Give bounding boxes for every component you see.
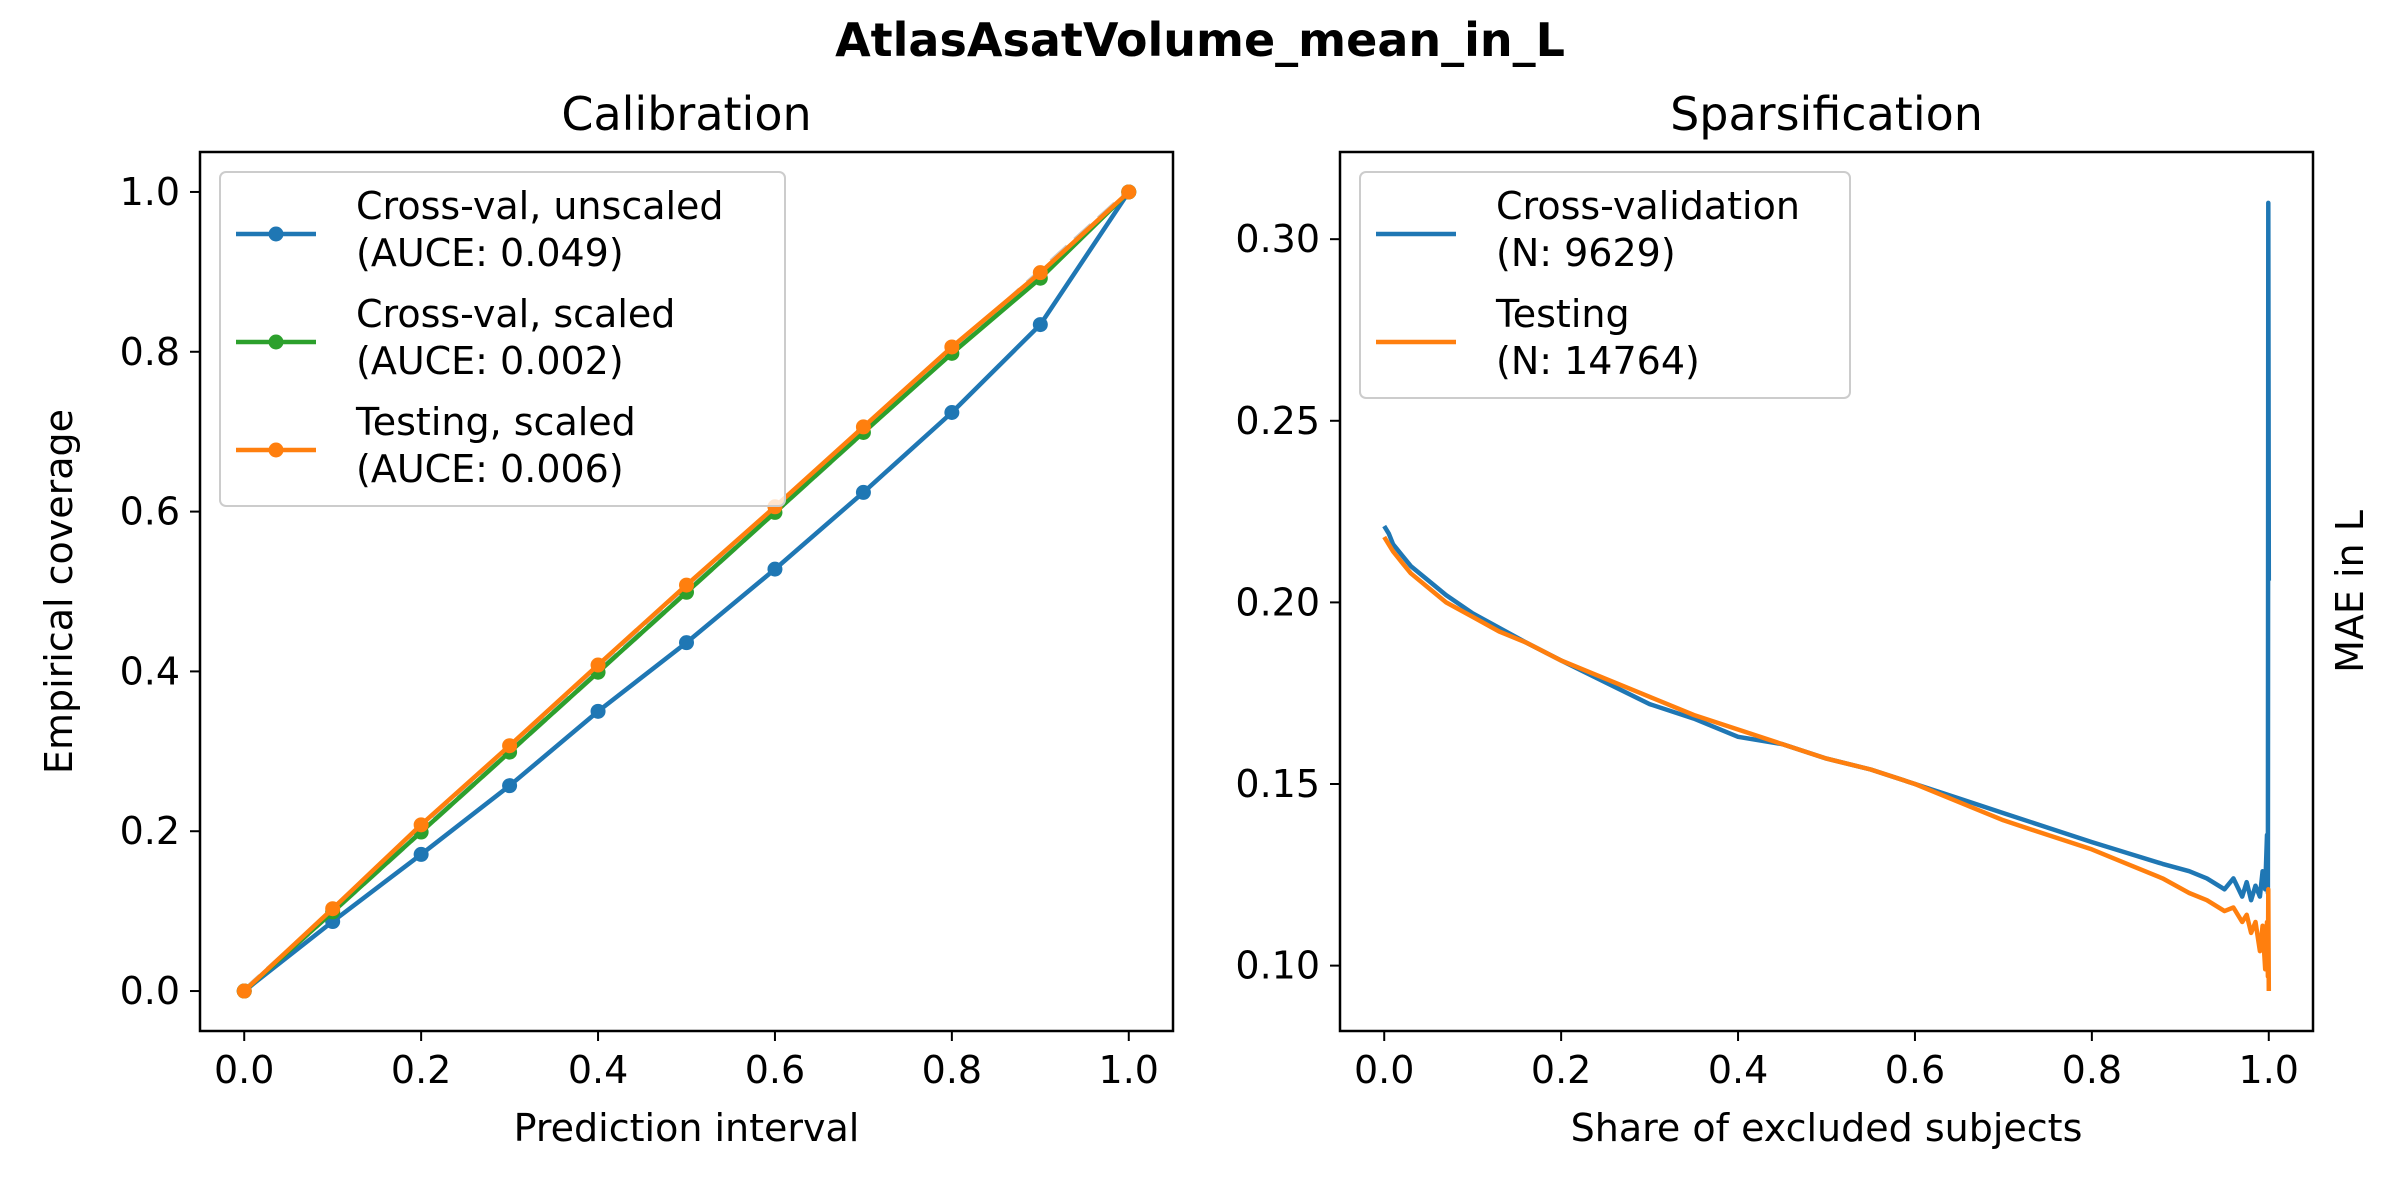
calibration-point-testing-scaled — [413, 817, 429, 833]
calibration-point-testing-scaled — [679, 577, 694, 593]
calibration-x-tick-label: 1.0 — [1099, 1048, 1159, 1092]
calibration-axes-frame — [198, 150, 1175, 1033]
sparsification-series-line-testing — [1382, 535, 2272, 992]
sparsification-y-axis-label: MAE in L — [2328, 510, 2372, 673]
sparsification-y-tick-label: 0.25 — [1235, 399, 1320, 443]
calibration-legend-label: Cross-val, scaled — [356, 292, 675, 336]
calibration-legend-marker — [268, 226, 284, 242]
sparsification-legend-note: (N: 14764) — [1496, 339, 1700, 383]
sparsification-x-tick-label: 1.0 — [2239, 1048, 2299, 1092]
sparsification-x-tick-label: 0.0 — [1354, 1048, 1414, 1092]
calibration-point-testing-scaled — [502, 738, 518, 754]
calibration-y-tick-label: 0.6 — [120, 490, 180, 534]
calibration-plot-area — [236, 184, 1137, 999]
sparsification-x-tick-label: 0.8 — [2062, 1048, 2122, 1092]
calibration-point-testing-scaled — [855, 419, 871, 435]
calibration-legend-note: (AUCE: 0.049) — [356, 231, 624, 275]
sparsification-x-tick-label: 0.4 — [1708, 1048, 1768, 1092]
calibration-legend-marker — [268, 442, 284, 458]
sparsification-legend-label: Cross-validation — [1496, 184, 1800, 228]
calibration-point-testing-scaled — [1121, 184, 1137, 200]
sparsification-legend-note: (N: 9629) — [1496, 231, 1676, 275]
calibration-y-axis-label: Empirical coverage — [37, 409, 81, 774]
calibration-point-testing-scaled — [325, 901, 341, 917]
sparsification-x-axis-label: Share of excluded subjects — [1571, 1106, 2083, 1150]
sparsification-plot-area — [1382, 200, 2272, 992]
calibration-x-tick-label: 0.4 — [568, 1048, 628, 1092]
calibration-y-tick-label: 0.2 — [120, 809, 180, 853]
calibration-legend-note: (AUCE: 0.006) — [356, 447, 624, 491]
calibration-legend-label: Testing, scaled — [355, 400, 636, 444]
calibration-x-tick-label: 0.0 — [214, 1048, 274, 1092]
calibration-point-cross-val-unscaled — [944, 405, 960, 421]
sparsification-legend — [1359, 171, 1851, 399]
calibration-y-tick-label: 0.4 — [120, 649, 180, 693]
calibration-legend-note: (AUCE: 0.002) — [356, 339, 624, 383]
sparsification-title: Sparsification — [1670, 87, 1983, 141]
sparsification-y-tick-label: 0.30 — [1235, 217, 1320, 261]
sparsification-panel: Sparsification 0.0 0.2 0.4 0.6 0.8 1.0 0.10 0.15… — [1235, 87, 2372, 1150]
figure-suptitle: AtlasAsatVolume_mean_in_L — [835, 13, 1565, 67]
calibration-x-tick-label: 0.2 — [391, 1048, 451, 1092]
calibration-y-tick-label: 0.8 — [120, 330, 180, 374]
calibration-point-cross-val-unscaled — [590, 703, 606, 719]
sparsification-axes-frame — [1338, 150, 2315, 1033]
calibration-point-testing-scaled — [236, 983, 252, 999]
sparsification-y-tick-label: 0.10 — [1235, 944, 1320, 988]
calibration-point-cross-val-unscaled — [855, 484, 871, 500]
calibration-panel: Calibration 0.0 0.2 0.4 0.6 0.8 1.0 0.0 0.2 0.4 0.… — [37, 87, 1175, 1150]
sparsification-y-tick-label: 0.20 — [1235, 580, 1320, 624]
calibration-x-tick-label: 0.6 — [745, 1048, 805, 1092]
calibration-x-axis-label: Prediction interval — [514, 1106, 860, 1150]
calibration-point-cross-val-unscaled — [502, 778, 518, 794]
sparsification-x-tick-label: 0.6 — [1885, 1048, 1945, 1092]
calibration-y-tick-label: 1.0 — [120, 170, 180, 214]
calibration-title: Calibration — [561, 87, 811, 141]
calibration-legend — [219, 171, 786, 507]
calibration-x-tick-label: 0.8 — [922, 1048, 982, 1092]
sparsification-series-line-cross-validation — [1382, 200, 2272, 903]
calibration-point-testing-scaled — [590, 657, 606, 673]
calibration-point-testing-scaled — [944, 339, 960, 355]
sparsification-y-tick-label: 0.15 — [1235, 762, 1320, 806]
sparsification-legend-label: Testing — [1495, 292, 1630, 336]
calibration-point-testing-scaled — [1032, 265, 1048, 281]
calibration-y-tick-label: 0.0 — [120, 969, 180, 1013]
calibration-point-cross-val-unscaled — [413, 846, 429, 862]
calibration-point-cross-val-unscaled — [1032, 317, 1048, 333]
calibration-point-cross-val-unscaled — [767, 561, 783, 577]
sparsification-x-tick-label: 0.2 — [1531, 1048, 1591, 1092]
calibration-point-cross-val-unscaled — [679, 635, 694, 651]
calibration-legend-marker — [268, 334, 284, 350]
calibration-legend-label: Cross-val, unscaled — [356, 184, 724, 228]
